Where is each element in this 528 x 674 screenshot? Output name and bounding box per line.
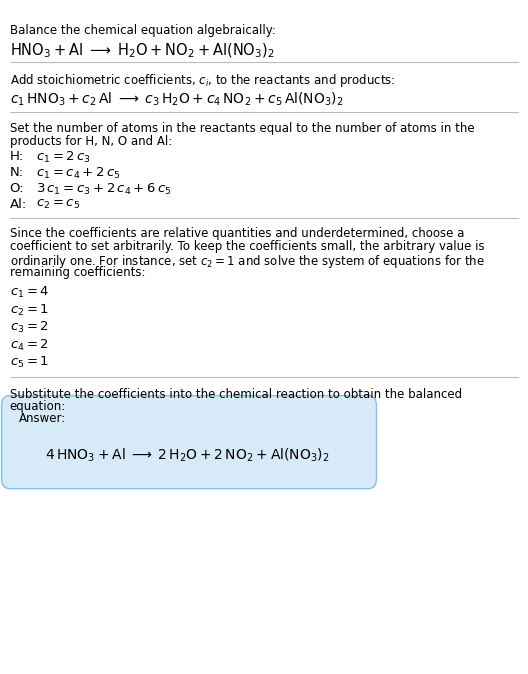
Text: products for H, N, O and Al:: products for H, N, O and Al: bbox=[10, 135, 172, 148]
Text: $c_2 = 1$: $c_2 = 1$ bbox=[10, 303, 49, 317]
Text: $c_4 = 2$: $c_4 = 2$ bbox=[10, 338, 49, 353]
Text: Since the coefficients are relative quantities and underdetermined, choose a: Since the coefficients are relative quan… bbox=[10, 227, 464, 240]
Text: Answer:: Answer: bbox=[18, 412, 65, 425]
Text: N:: N: bbox=[10, 166, 24, 179]
Text: $c_2 = c_5$: $c_2 = c_5$ bbox=[36, 198, 80, 211]
Text: Substitute the coefficients into the chemical reaction to obtain the balanced: Substitute the coefficients into the che… bbox=[10, 388, 461, 400]
Text: $c_1 = 2\,c_3$: $c_1 = 2\,c_3$ bbox=[36, 150, 91, 164]
Text: equation:: equation: bbox=[10, 400, 66, 413]
Text: Set the number of atoms in the reactants equal to the number of atoms in the: Set the number of atoms in the reactants… bbox=[10, 122, 474, 135]
Text: Add stoichiometric coefficients, $c_i$, to the reactants and products:: Add stoichiometric coefficients, $c_i$, … bbox=[10, 72, 395, 89]
Text: Balance the chemical equation algebraically:: Balance the chemical equation algebraica… bbox=[10, 24, 276, 37]
Text: $\mathrm{HNO_3 + Al} \;\longrightarrow\; \mathrm{H_2O + NO_2 + Al(NO_3)_2}$: $\mathrm{HNO_3 + Al} \;\longrightarrow\;… bbox=[10, 42, 275, 60]
Text: ordinarily one. For instance, set $c_2 = 1$ and solve the system of equations fo: ordinarily one. For instance, set $c_2 =… bbox=[10, 253, 484, 270]
Text: $c_1\,\mathrm{HNO_3} + c_2\,\mathrm{Al} \;\longrightarrow\; c_3\,\mathrm{H_2O} +: $c_1\,\mathrm{HNO_3} + c_2\,\mathrm{Al} … bbox=[10, 91, 343, 109]
Text: $c_5 = 1$: $c_5 = 1$ bbox=[10, 355, 49, 370]
Text: coefficient to set arbitrarily. To keep the coefficients small, the arbitrary va: coefficient to set arbitrarily. To keep … bbox=[10, 240, 484, 253]
Text: $c_1 = c_4 + 2\,c_5$: $c_1 = c_4 + 2\,c_5$ bbox=[36, 166, 120, 181]
Text: $4\,\mathrm{HNO_3 + Al} \;\longrightarrow\; 2\,\mathrm{H_2O} + 2\,\mathrm{NO_2} : $4\,\mathrm{HNO_3 + Al} \;\longrightarro… bbox=[45, 446, 329, 464]
Text: $3\,c_1 = c_3 + 2\,c_4 + 6\,c_5$: $3\,c_1 = c_3 + 2\,c_4 + 6\,c_5$ bbox=[36, 182, 171, 197]
Text: H:: H: bbox=[10, 150, 24, 162]
Text: $c_1 = 4$: $c_1 = 4$ bbox=[10, 285, 49, 300]
Text: Al:: Al: bbox=[10, 198, 27, 211]
Text: $c_3 = 2$: $c_3 = 2$ bbox=[10, 320, 49, 335]
Text: O:: O: bbox=[10, 182, 24, 195]
Text: remaining coefficients:: remaining coefficients: bbox=[10, 266, 145, 278]
FancyBboxPatch shape bbox=[2, 396, 376, 489]
